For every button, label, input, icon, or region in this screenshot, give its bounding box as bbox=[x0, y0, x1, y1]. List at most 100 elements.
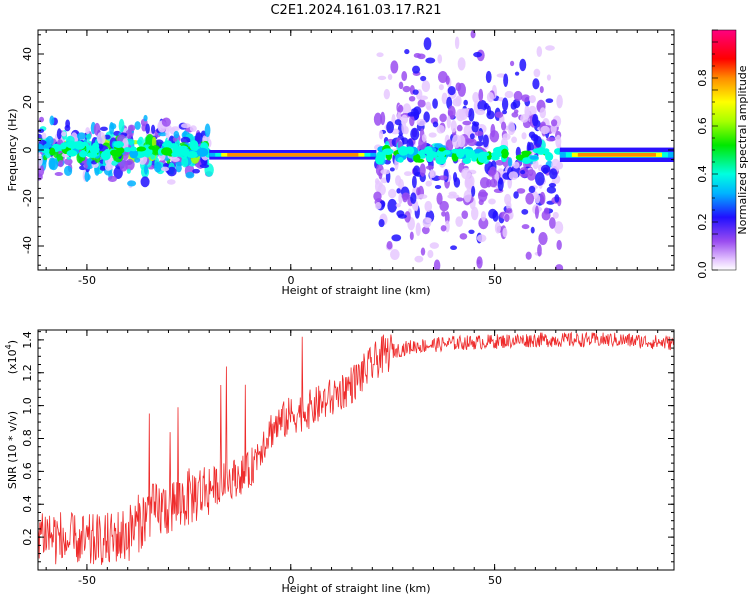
snr-x-axis-label: Height of straight line (km) bbox=[281, 582, 430, 595]
spectrogram-ticks bbox=[38, 30, 674, 270]
spectrogram-y-axis-label: Frequency (Hz) bbox=[6, 109, 19, 192]
heatmap-cell bbox=[76, 132, 86, 140]
heatmap-cell bbox=[401, 70, 408, 82]
heatmap-cell bbox=[386, 240, 393, 250]
heatmap-cell bbox=[546, 74, 551, 81]
heatmap-cell bbox=[540, 125, 550, 135]
heatmap-cell bbox=[504, 90, 514, 99]
heatmap-cell bbox=[511, 136, 518, 144]
heatmap-cell bbox=[378, 182, 383, 187]
heatmap-cell bbox=[375, 154, 385, 165]
heatmap-cell bbox=[389, 167, 395, 172]
heatmap-cell bbox=[532, 113, 539, 127]
heatmap-cell bbox=[435, 156, 447, 165]
colorbar-label: Normalized spectral amplitude bbox=[736, 65, 749, 234]
heatmap-cell bbox=[408, 95, 416, 102]
heatmap-cell bbox=[529, 155, 539, 160]
heatmap-cell bbox=[143, 164, 149, 175]
heatmap-cell bbox=[486, 91, 495, 103]
heatmap-cell bbox=[525, 251, 532, 260]
heatmap-cell bbox=[403, 171, 412, 177]
heatmap-cell bbox=[429, 242, 439, 249]
heatmap-cell bbox=[49, 147, 56, 156]
heatmap-cell bbox=[456, 148, 465, 159]
heatmap-cell bbox=[488, 208, 498, 219]
heatmap-cell bbox=[494, 221, 501, 234]
heatmap-cell bbox=[378, 219, 385, 228]
heatmap-cell bbox=[428, 132, 437, 138]
heatmap-cell bbox=[416, 118, 426, 127]
heatmap-cell bbox=[502, 109, 508, 115]
heatmap-cell bbox=[58, 160, 64, 168]
heatmap-cell bbox=[521, 132, 527, 140]
heatmap-cell bbox=[420, 75, 427, 82]
heatmap-cell bbox=[395, 175, 402, 186]
colorbar-tick-label: 0.8 bbox=[696, 69, 709, 87]
heatmap-cell bbox=[143, 114, 148, 122]
heatmap-cell bbox=[536, 46, 543, 58]
heatmap-cell bbox=[513, 90, 523, 102]
heatmap-cell bbox=[546, 137, 556, 142]
heatmap-cell bbox=[445, 75, 450, 85]
heatmap-cell bbox=[38, 155, 43, 167]
heatmap-cell bbox=[447, 194, 456, 199]
heatmap-cell bbox=[419, 149, 429, 154]
spectrogram-ytick-label: -20 bbox=[21, 189, 34, 207]
heatmap-cell bbox=[450, 245, 458, 251]
heatmap-cell bbox=[107, 175, 118, 182]
heatmap-cell bbox=[512, 161, 520, 169]
heatmap-cell bbox=[398, 147, 407, 153]
heatmap-cell bbox=[398, 192, 403, 205]
heatmap-cell bbox=[532, 159, 539, 170]
heatmap-cell bbox=[175, 161, 184, 167]
snr-ytick-label: 0.6 bbox=[21, 462, 34, 480]
heatmap-cell bbox=[546, 186, 557, 194]
heatmap-cell bbox=[64, 124, 71, 132]
heatmap-cell bbox=[413, 106, 422, 116]
heatmap-cell bbox=[540, 164, 551, 174]
heatmap-cell bbox=[118, 147, 125, 154]
heatmap-cell bbox=[556, 239, 562, 251]
heatmap-cell bbox=[93, 122, 101, 136]
heatmap-cell bbox=[180, 123, 191, 129]
heatmap-cell bbox=[468, 107, 475, 122]
heatmap-cell bbox=[396, 188, 401, 194]
heatmap-cell bbox=[513, 191, 519, 199]
heatmap-cell bbox=[109, 121, 115, 135]
heatmap-cell bbox=[113, 141, 125, 148]
heatmap-cell bbox=[497, 168, 504, 173]
heatmap-cell bbox=[199, 163, 210, 169]
colorbar-tick-label: 0.0 bbox=[696, 261, 709, 279]
heatmap-cell bbox=[376, 52, 384, 58]
heatmap-cell bbox=[488, 198, 496, 205]
heatmap-cell bbox=[161, 166, 170, 172]
heatmap-cell bbox=[397, 156, 404, 163]
heatmap-cell bbox=[118, 118, 125, 133]
heatmap-cell bbox=[459, 233, 468, 240]
heatmap-cell bbox=[491, 151, 502, 158]
heatmap-cell bbox=[507, 157, 513, 167]
heatmap-cell bbox=[442, 150, 451, 155]
snr-ytick-label: 1.4 bbox=[21, 331, 34, 349]
heatmap-cell bbox=[111, 160, 118, 166]
heatmap-cell bbox=[506, 201, 512, 211]
heatmap-cell bbox=[173, 130, 180, 139]
heatmap-cell bbox=[437, 71, 448, 83]
heatmap-cell bbox=[400, 137, 409, 145]
heatmap-cell bbox=[204, 123, 211, 138]
snr-ticks bbox=[38, 330, 674, 570]
colorbar-tick-label: 0.4 bbox=[696, 165, 709, 183]
snr-ytick-label: 1.0 bbox=[21, 397, 34, 415]
heatmap-cell bbox=[153, 161, 162, 173]
heatmap-cell bbox=[419, 163, 426, 177]
heatmap-cell bbox=[86, 157, 93, 167]
heatmap-cell bbox=[486, 105, 492, 116]
heatmap-cell bbox=[425, 152, 434, 163]
heatmap-cell bbox=[454, 36, 460, 50]
spectrogram-xtick-label: 50 bbox=[488, 274, 502, 287]
heatmap-cell bbox=[519, 58, 527, 72]
heatmap-cell bbox=[407, 146, 415, 155]
heatmap-cell bbox=[192, 168, 200, 174]
heatmap-cell bbox=[387, 74, 393, 81]
heatmap-cell bbox=[462, 156, 472, 165]
